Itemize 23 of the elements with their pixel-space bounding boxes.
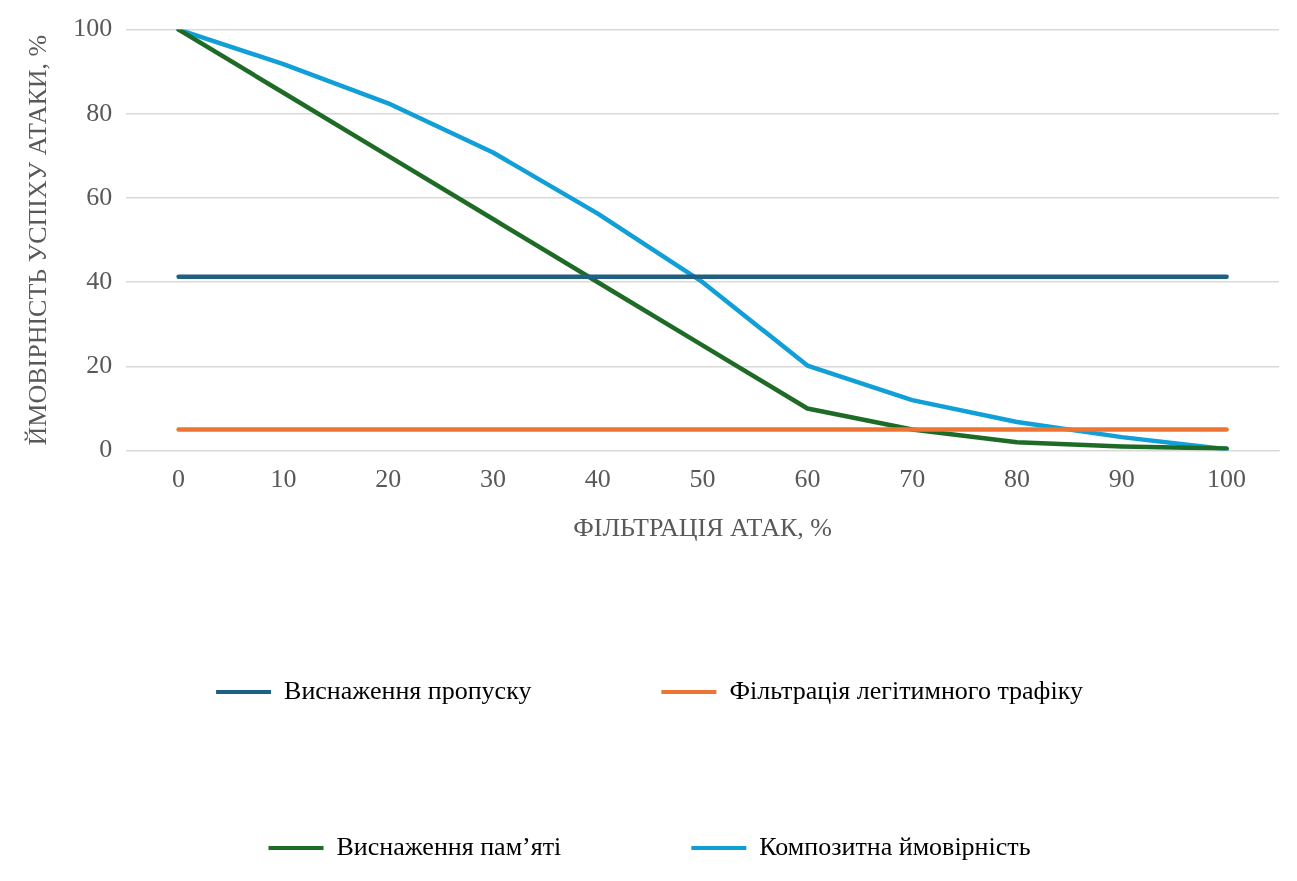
x-tick-label: 0 xyxy=(172,464,186,494)
x-tick-label: 90 xyxy=(1108,464,1135,494)
x-tick-label: 70 xyxy=(899,464,926,494)
x-tick-label: 40 xyxy=(584,464,611,494)
legend-label: Композитна ймовірність xyxy=(759,831,1031,861)
x-tick-label: 10 xyxy=(270,464,297,494)
y-tick-label: 100 xyxy=(73,13,113,43)
x-tick-label: 80 xyxy=(1004,464,1030,494)
x-tick-label: 50 xyxy=(689,464,716,494)
y-tick-label: 80 xyxy=(86,97,113,127)
y-tick-label: 60 xyxy=(86,181,113,211)
legend-label: Виснаження пропуску xyxy=(284,675,532,705)
x-axis-title: ФІЛЬТРАЦІЯ АТАК, % xyxy=(573,513,832,543)
legend-label: Виснаження пам’яті xyxy=(336,831,562,861)
y-tick-label: 20 xyxy=(86,350,113,380)
x-tick-label: 30 xyxy=(480,464,506,494)
legend-label: Фільтрація легітимного трафіку xyxy=(729,675,1083,705)
x-tick-label: 60 xyxy=(794,464,821,494)
y-tick-label: 0 xyxy=(99,434,113,464)
x-tick-label: 20 xyxy=(375,464,402,494)
y-tick-label: 40 xyxy=(86,266,113,296)
x-tick-label: 100 xyxy=(1207,464,1247,494)
y-axis-title: ЙМОВІРНІСТЬ УСПІХУ АТАКИ, % xyxy=(23,34,53,446)
